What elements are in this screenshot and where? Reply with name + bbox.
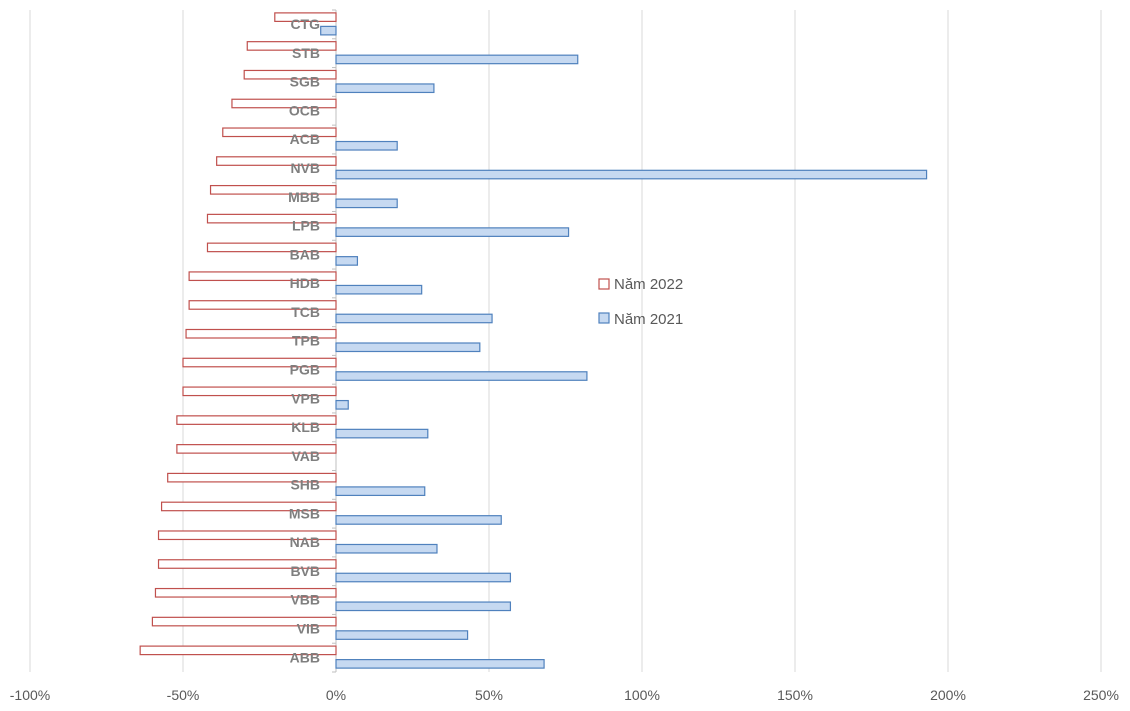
bar-2021-acb bbox=[335, 140, 398, 151]
x-tick-label: -50% bbox=[167, 687, 200, 703]
category-label: BAB bbox=[290, 246, 320, 262]
category-label: TCB bbox=[291, 304, 320, 320]
bar-2021-vbb bbox=[335, 601, 512, 612]
legend-swatch-2022 bbox=[598, 278, 610, 290]
bar-2022-mbb bbox=[209, 184, 337, 195]
x-tick-label: -100% bbox=[10, 687, 50, 703]
bar-2021-bvb bbox=[335, 572, 512, 583]
bar-2021-mbb bbox=[335, 198, 398, 209]
category-label: MBB bbox=[288, 189, 320, 205]
x-tick-label: 50% bbox=[475, 687, 503, 703]
category-label: NAB bbox=[290, 534, 320, 550]
bar-2022-tcb bbox=[188, 300, 337, 310]
category-label: KLB bbox=[291, 419, 320, 435]
bar-2021-sgb bbox=[335, 83, 435, 94]
category-label: MSB bbox=[289, 505, 320, 521]
bars bbox=[139, 12, 928, 669]
bar-2022-abb bbox=[139, 645, 337, 656]
bar-2021-vib bbox=[335, 630, 469, 640]
bar-2022-nab bbox=[157, 530, 337, 541]
bar-2021-msb bbox=[335, 515, 502, 525]
bar-2022-acb bbox=[222, 127, 337, 138]
x-tick-label: 100% bbox=[624, 687, 660, 703]
bar-2022-klb bbox=[176, 415, 337, 425]
bar-2022-vbb bbox=[154, 587, 337, 598]
category-label: ABB bbox=[290, 649, 320, 665]
bar-2022-tpb bbox=[185, 328, 337, 339]
category-label: TPB bbox=[292, 333, 320, 349]
category-label: VIB bbox=[297, 621, 320, 637]
category-label: ACB bbox=[290, 131, 320, 147]
bar-2021-bab bbox=[335, 256, 359, 266]
category-labels: CTG STB SGB OCB ACB NVB MBB LPB BAB HDB TCB TPB PGB V… bbox=[288, 16, 320, 665]
bar-2022-vib bbox=[151, 616, 337, 627]
category-label: BVB bbox=[290, 563, 320, 579]
bar-2022-stb bbox=[246, 41, 337, 51]
bar-2022-sgb bbox=[243, 69, 337, 80]
category-label: HDB bbox=[290, 275, 320, 291]
legend-label-2021: Năm 2021 bbox=[614, 311, 683, 328]
category-label: NVB bbox=[290, 160, 320, 176]
category-label: STB bbox=[292, 45, 320, 61]
x-tick-label: 200% bbox=[930, 687, 966, 703]
bar-2022-shb bbox=[167, 472, 337, 483]
bar-2022-ctg bbox=[274, 12, 337, 22]
legend-swatch-2021 bbox=[598, 312, 610, 324]
category-label: VPB bbox=[291, 390, 320, 406]
x-tick-label: 150% bbox=[777, 687, 813, 703]
bar-2021-vpb bbox=[335, 399, 349, 410]
bar-2022-ocb bbox=[231, 98, 337, 109]
x-tick-label: 0% bbox=[326, 687, 346, 703]
x-axis-ticks: -100% -50% 0% 50% 100% 150% 200% 250% bbox=[10, 687, 1119, 703]
bar-2022-hdb bbox=[188, 271, 337, 282]
bar-2022-msb bbox=[160, 501, 337, 512]
bar-2021-lpb bbox=[335, 227, 570, 237]
legend-label-2022: Năm 2022 bbox=[614, 276, 683, 293]
bar-2021-klb bbox=[335, 428, 429, 439]
bar-2022-lpb bbox=[206, 213, 337, 224]
bar-2022-pgb bbox=[182, 357, 337, 368]
bar-2021-tpb bbox=[335, 342, 481, 353]
bar-2022-nvb bbox=[216, 156, 337, 166]
gridlines bbox=[29, 9, 1102, 673]
bar-2022-vab bbox=[176, 444, 337, 454]
bar-2021-shb bbox=[335, 486, 426, 497]
bar-2021-tcb bbox=[335, 313, 493, 324]
bar-2021-ctg bbox=[320, 25, 337, 36]
bar-2021-abb bbox=[335, 659, 545, 669]
x-tick-label: 250% bbox=[1083, 687, 1119, 703]
bar-2021-pgb bbox=[335, 371, 588, 381]
category-label: LPB bbox=[292, 218, 320, 234]
bar-2021-nvb bbox=[335, 169, 928, 180]
bar-2022-bab bbox=[206, 242, 337, 253]
category-label: SHB bbox=[290, 477, 320, 493]
category-label: VBB bbox=[290, 592, 320, 608]
bar-2021-nab bbox=[335, 543, 438, 554]
category-label: VAB bbox=[291, 448, 320, 464]
category-label: PGB bbox=[290, 361, 320, 377]
category-label: OCB bbox=[289, 102, 320, 118]
bar-2021-stb bbox=[335, 54, 579, 65]
bar-2022-vpb bbox=[182, 386, 337, 397]
category-label: SGB bbox=[290, 74, 320, 90]
bar-2022-bvb bbox=[157, 559, 337, 569]
category-label: CTG bbox=[290, 16, 320, 32]
legend: Năm 2022 Năm 2021 bbox=[598, 276, 683, 328]
bar-2021-hdb bbox=[335, 284, 423, 295]
